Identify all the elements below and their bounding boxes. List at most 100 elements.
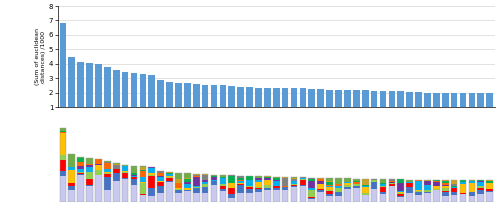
Bar	[148, 167, 155, 202]
Bar	[353, 186, 360, 188]
Bar	[193, 187, 200, 188]
Bar	[140, 183, 146, 194]
Bar	[335, 196, 342, 202]
Bar	[175, 173, 182, 179]
Bar	[344, 185, 350, 187]
Bar	[282, 177, 288, 202]
Bar	[86, 63, 93, 107]
Bar	[300, 186, 306, 202]
Bar	[273, 177, 280, 202]
Bar	[228, 187, 235, 188]
Bar	[308, 178, 315, 202]
Bar	[140, 166, 146, 167]
Bar	[122, 165, 128, 166]
Bar	[424, 190, 431, 191]
Bar	[442, 180, 448, 202]
Bar	[433, 180, 440, 202]
Bar	[460, 184, 466, 193]
Bar	[228, 194, 235, 198]
Bar	[202, 186, 208, 187]
Bar	[451, 192, 458, 195]
Bar	[193, 177, 200, 186]
Bar	[326, 185, 333, 186]
Bar	[326, 90, 333, 107]
Bar	[424, 180, 431, 181]
Bar	[60, 171, 66, 176]
Bar	[353, 179, 360, 202]
Bar	[308, 199, 315, 202]
Bar	[238, 183, 244, 184]
Bar	[68, 154, 75, 167]
Bar	[300, 177, 306, 202]
Bar	[460, 194, 466, 202]
Bar	[238, 185, 244, 193]
Bar	[78, 157, 84, 158]
Bar	[220, 191, 226, 202]
Bar	[193, 174, 200, 202]
Bar	[300, 185, 306, 186]
Bar	[326, 196, 333, 202]
Bar	[335, 193, 342, 196]
Bar	[86, 164, 93, 165]
Bar	[398, 183, 404, 191]
Bar	[478, 188, 484, 190]
Bar	[60, 176, 66, 202]
Bar	[398, 196, 404, 197]
Bar	[130, 175, 138, 176]
Bar	[486, 180, 493, 181]
Bar	[130, 177, 138, 179]
Bar	[380, 91, 386, 107]
Bar	[78, 157, 84, 202]
Bar	[326, 194, 333, 196]
Bar	[478, 180, 484, 202]
Bar	[95, 165, 102, 170]
Bar	[148, 176, 155, 188]
Bar	[344, 189, 350, 202]
Bar	[398, 194, 404, 196]
Bar	[290, 179, 298, 181]
Bar	[353, 184, 360, 186]
Bar	[122, 165, 128, 202]
Bar	[451, 187, 458, 188]
Bar	[60, 132, 66, 133]
Bar	[406, 187, 413, 193]
Bar	[60, 23, 66, 107]
Bar	[140, 167, 146, 170]
Bar	[362, 90, 368, 107]
Bar	[228, 86, 235, 107]
Bar	[220, 177, 226, 178]
Bar	[300, 178, 306, 180]
Bar	[238, 176, 244, 178]
Bar	[130, 176, 138, 177]
Bar	[478, 93, 484, 107]
Bar	[175, 188, 182, 189]
Bar	[210, 180, 218, 181]
Bar	[104, 174, 110, 177]
Bar	[166, 172, 173, 173]
Bar	[122, 173, 128, 179]
Bar	[122, 179, 128, 202]
Bar	[442, 191, 448, 192]
Bar	[370, 179, 378, 202]
Bar	[140, 178, 146, 182]
Bar	[424, 189, 431, 190]
Bar	[460, 180, 466, 182]
Bar	[210, 185, 218, 202]
Bar	[130, 166, 138, 173]
Bar	[290, 88, 298, 107]
Bar	[335, 178, 342, 202]
Bar	[238, 193, 244, 202]
Bar	[353, 90, 360, 107]
Bar	[140, 74, 146, 107]
Bar	[326, 178, 333, 202]
Bar	[184, 190, 190, 191]
Bar	[184, 191, 190, 202]
Bar	[166, 172, 173, 202]
Bar	[78, 171, 84, 172]
Bar	[60, 160, 66, 171]
Bar	[300, 177, 306, 178]
Bar	[140, 182, 146, 183]
Bar	[370, 182, 378, 189]
Bar	[406, 180, 413, 182]
Bar	[60, 131, 66, 132]
